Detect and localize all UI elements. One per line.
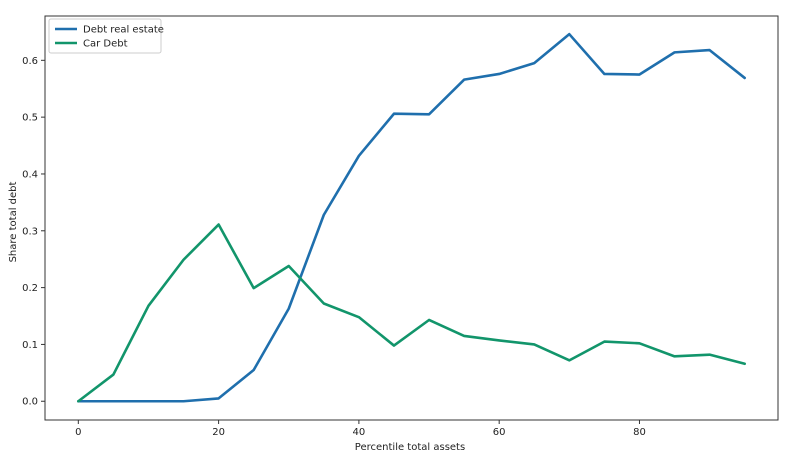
y-axis-ticks: 0.0 0.1 0.2 0.3 0.4 0.5 0.6 bbox=[22, 56, 45, 408]
x-tick-label: 40 bbox=[353, 427, 366, 438]
y-tick-label: 0.5 bbox=[22, 113, 38, 124]
y-tick-label: 0.1 bbox=[22, 340, 38, 351]
y-tick-label: 0.2 bbox=[22, 283, 38, 294]
y-tick-label: 0.3 bbox=[22, 226, 38, 237]
y-axis-label: Share total debt bbox=[8, 182, 19, 263]
x-axis-ticks: 0 20 40 60 80 bbox=[75, 420, 646, 438]
legend-box bbox=[48, 18, 162, 54]
x-axis-label: Percentile total assets bbox=[355, 442, 465, 453]
x-tick-label: 0 bbox=[75, 427, 81, 438]
plot-frame bbox=[44, 15, 779, 421]
legend-label: Debt real estate bbox=[83, 25, 164, 36]
y-tick-label: 0.0 bbox=[22, 397, 38, 408]
plot-area-border bbox=[44, 15, 779, 421]
legend-label: Car Debt bbox=[83, 39, 128, 50]
x-tick-label: 60 bbox=[493, 427, 506, 438]
y-tick-label: 0.6 bbox=[22, 56, 38, 67]
series-line-1 bbox=[77, 32, 746, 403]
legend: Debt real estate Car Debt bbox=[48, 18, 164, 54]
x-tick-label: 80 bbox=[633, 427, 646, 438]
x-tick-label: 20 bbox=[212, 427, 225, 438]
series-line-2 bbox=[77, 223, 746, 403]
series-lines bbox=[77, 32, 746, 403]
y-tick-label: 0.4 bbox=[22, 169, 38, 180]
